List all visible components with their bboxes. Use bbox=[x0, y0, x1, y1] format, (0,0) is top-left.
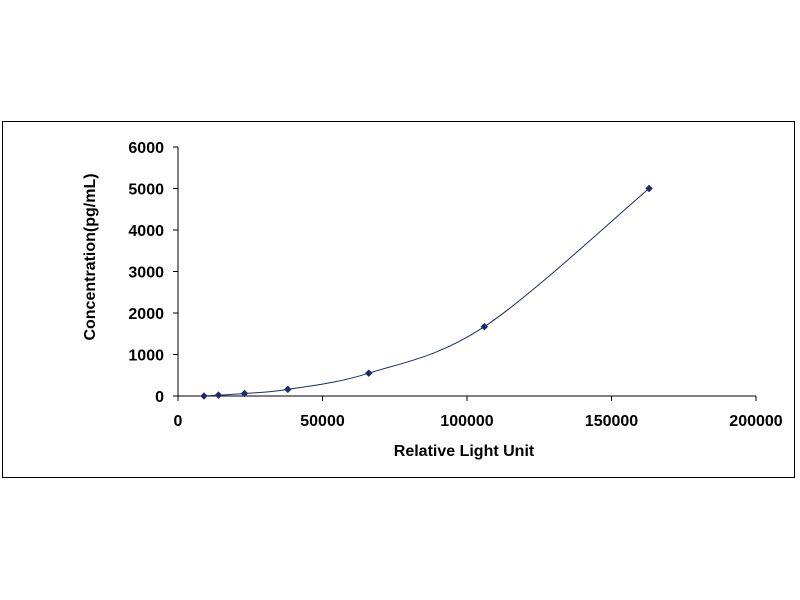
y-axis-title: Concentration(pg/mL) bbox=[82, 173, 99, 340]
x-axis-ticks: 0 50000 100000 150000 200000 bbox=[174, 396, 783, 430]
y-axis-ticks: 0 1000 2000 3000 4000 5000 6000 bbox=[128, 140, 178, 406]
x-tick-label: 150000 bbox=[585, 413, 638, 430]
data-point bbox=[283, 385, 292, 394]
y-tick-label: 3000 bbox=[128, 265, 164, 282]
y-tick-label: 2000 bbox=[128, 306, 164, 323]
y-tick-label: 4000 bbox=[128, 223, 164, 240]
x-tick-label: 100000 bbox=[440, 413, 493, 430]
x-axis-title: Relative Light Unit bbox=[394, 443, 535, 460]
series-layer bbox=[200, 184, 653, 400]
data-point bbox=[480, 322, 489, 331]
data-point bbox=[645, 184, 653, 193]
y-tick-label: 5000 bbox=[128, 182, 164, 199]
data-point bbox=[200, 392, 208, 400]
data-point bbox=[240, 389, 249, 398]
data-point bbox=[364, 369, 373, 378]
chart-frame bbox=[2, 121, 795, 478]
x-tick-label: 50000 bbox=[300, 413, 345, 430]
y-tick-label: 1000 bbox=[128, 348, 164, 365]
data-point bbox=[214, 391, 223, 400]
series-line bbox=[203, 188, 650, 397]
axes bbox=[177, 147, 756, 397]
y-tick-label: 6000 bbox=[128, 140, 164, 157]
y-tick-label: 0 bbox=[155, 389, 164, 406]
x-tick-label: 200000 bbox=[729, 413, 782, 430]
x-tick-label: 0 bbox=[174, 413, 183, 430]
